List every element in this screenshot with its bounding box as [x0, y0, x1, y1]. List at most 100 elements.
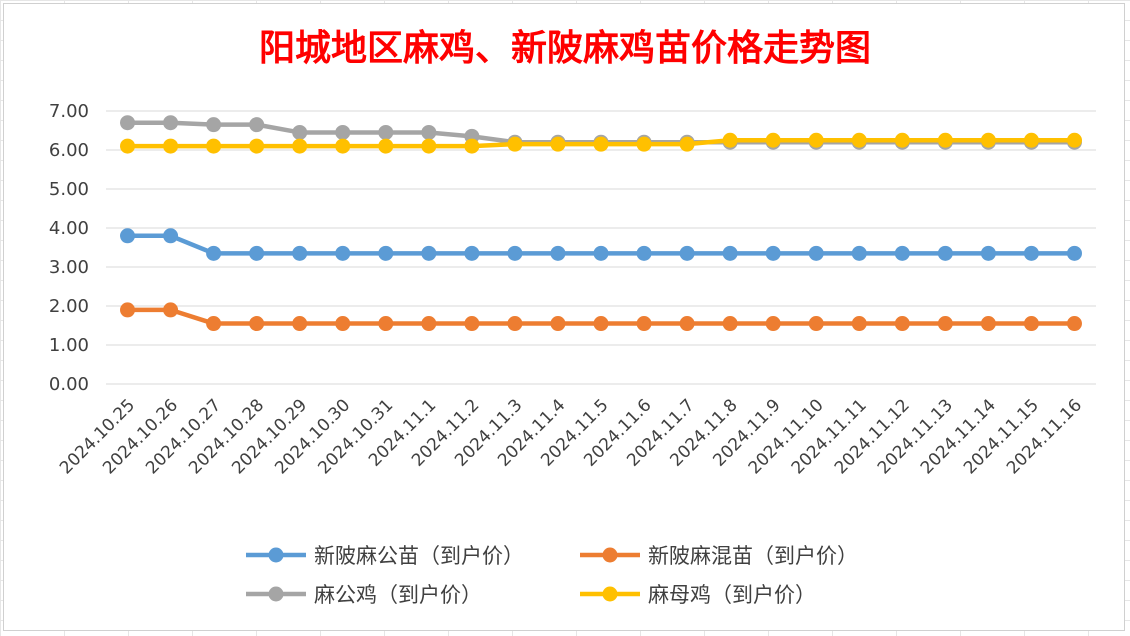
data-point	[550, 136, 566, 152]
legend-label: 麻母鸡（到户价）	[648, 583, 816, 607]
data-point	[1066, 132, 1082, 148]
data-point	[120, 302, 136, 318]
data-point	[120, 228, 136, 244]
y-tick-label: 1.00	[49, 335, 89, 356]
data-point	[421, 316, 437, 332]
data-point	[937, 132, 953, 148]
legend-label: 新陂麻公苗（到户价）	[314, 544, 524, 568]
data-point	[206, 245, 222, 261]
data-point	[206, 117, 222, 133]
series-lines	[120, 115, 1082, 332]
data-point	[507, 245, 523, 261]
data-point	[292, 138, 308, 154]
data-point	[851, 316, 867, 332]
data-point	[335, 316, 351, 332]
chart-area[interactable]: 阳城地区麻鸡、新陂麻鸡苗价格走势图 0.00 1.00 2.00 3.00 4.00 5.…	[3, 3, 1125, 631]
y-tick-label: 4.00	[49, 218, 89, 239]
data-point	[722, 245, 738, 261]
data-point	[378, 138, 394, 154]
x-axis-ticks: 2024.10.252024.10.262024.10.272024.10.28…	[56, 395, 1086, 478]
data-point	[206, 316, 222, 332]
data-point	[679, 316, 695, 332]
data-point	[1023, 316, 1039, 332]
data-point	[292, 245, 308, 261]
data-point	[378, 316, 394, 332]
data-point	[550, 316, 566, 332]
legend-marker	[268, 586, 284, 602]
data-point	[636, 245, 652, 261]
data-point	[249, 117, 265, 133]
data-point	[335, 138, 351, 154]
data-point	[249, 316, 265, 332]
data-point	[722, 316, 738, 332]
legend-marker	[268, 547, 284, 563]
legend-marker	[602, 547, 618, 563]
data-point	[378, 245, 394, 261]
data-point	[937, 245, 953, 261]
data-point	[765, 245, 781, 261]
data-point	[722, 132, 738, 148]
data-point	[464, 138, 480, 154]
data-point	[335, 124, 351, 140]
data-point	[206, 138, 222, 154]
data-point	[593, 136, 609, 152]
y-tick-label: 7.00	[49, 101, 89, 122]
legend-label: 麻公鸡（到户价）	[314, 583, 482, 607]
data-point	[335, 245, 351, 261]
data-point	[249, 245, 265, 261]
data-point	[507, 136, 523, 152]
data-point	[378, 124, 394, 140]
data-point	[1023, 245, 1039, 261]
data-point	[1023, 132, 1039, 148]
data-point	[980, 245, 996, 261]
data-point	[464, 245, 480, 261]
data-point	[593, 245, 609, 261]
data-point	[163, 138, 179, 154]
data-point	[1066, 316, 1082, 332]
data-point	[851, 245, 867, 261]
y-tick-label: 6.00	[49, 140, 89, 161]
data-point	[163, 115, 179, 131]
y-tick-label: 0.00	[49, 374, 89, 395]
data-point	[894, 132, 910, 148]
data-point	[292, 124, 308, 140]
data-point	[163, 228, 179, 244]
data-point	[1066, 245, 1082, 261]
data-point	[464, 316, 480, 332]
data-point	[808, 132, 824, 148]
data-point	[808, 316, 824, 332]
line-chart: 阳城地区麻鸡、新陂麻鸡苗价格走势图 0.00 1.00 2.00 3.00 4.00 5.…	[49, 28, 1096, 607]
data-point	[679, 245, 695, 261]
data-point	[851, 132, 867, 148]
data-point	[550, 245, 566, 261]
y-tick-label: 3.00	[49, 257, 89, 278]
data-point	[421, 245, 437, 261]
data-point	[249, 138, 265, 154]
data-point	[421, 124, 437, 140]
data-point	[163, 302, 179, 318]
data-point	[593, 316, 609, 332]
legend-marker	[602, 586, 618, 602]
data-point	[937, 316, 953, 332]
y-axis-ticks: 0.00 1.00 2.00 3.00 4.00 5.00 6.00 7.00	[49, 101, 89, 395]
data-point	[507, 316, 523, 332]
data-point	[292, 316, 308, 332]
y-tick-label: 2.00	[49, 296, 89, 317]
data-point	[120, 138, 136, 154]
y-tick-label: 5.00	[49, 179, 89, 200]
chart-title: 阳城地区麻鸡、新陂麻鸡苗价格走势图	[259, 28, 871, 69]
data-point	[894, 316, 910, 332]
data-point	[120, 115, 136, 131]
data-point	[765, 316, 781, 332]
data-point	[679, 136, 695, 152]
data-point	[980, 132, 996, 148]
data-point	[636, 136, 652, 152]
legend-label: 新陂麻混苗（到户价）	[648, 544, 858, 568]
data-point	[980, 316, 996, 332]
data-point	[808, 245, 824, 261]
data-point	[421, 138, 437, 154]
data-point	[894, 245, 910, 261]
data-point	[765, 132, 781, 148]
legend: 新陂麻公苗（到户价） 新陂麻混苗（到户价） 麻公鸡（到户价） 麻母鸡（到户价）	[246, 544, 858, 607]
data-point	[636, 316, 652, 332]
